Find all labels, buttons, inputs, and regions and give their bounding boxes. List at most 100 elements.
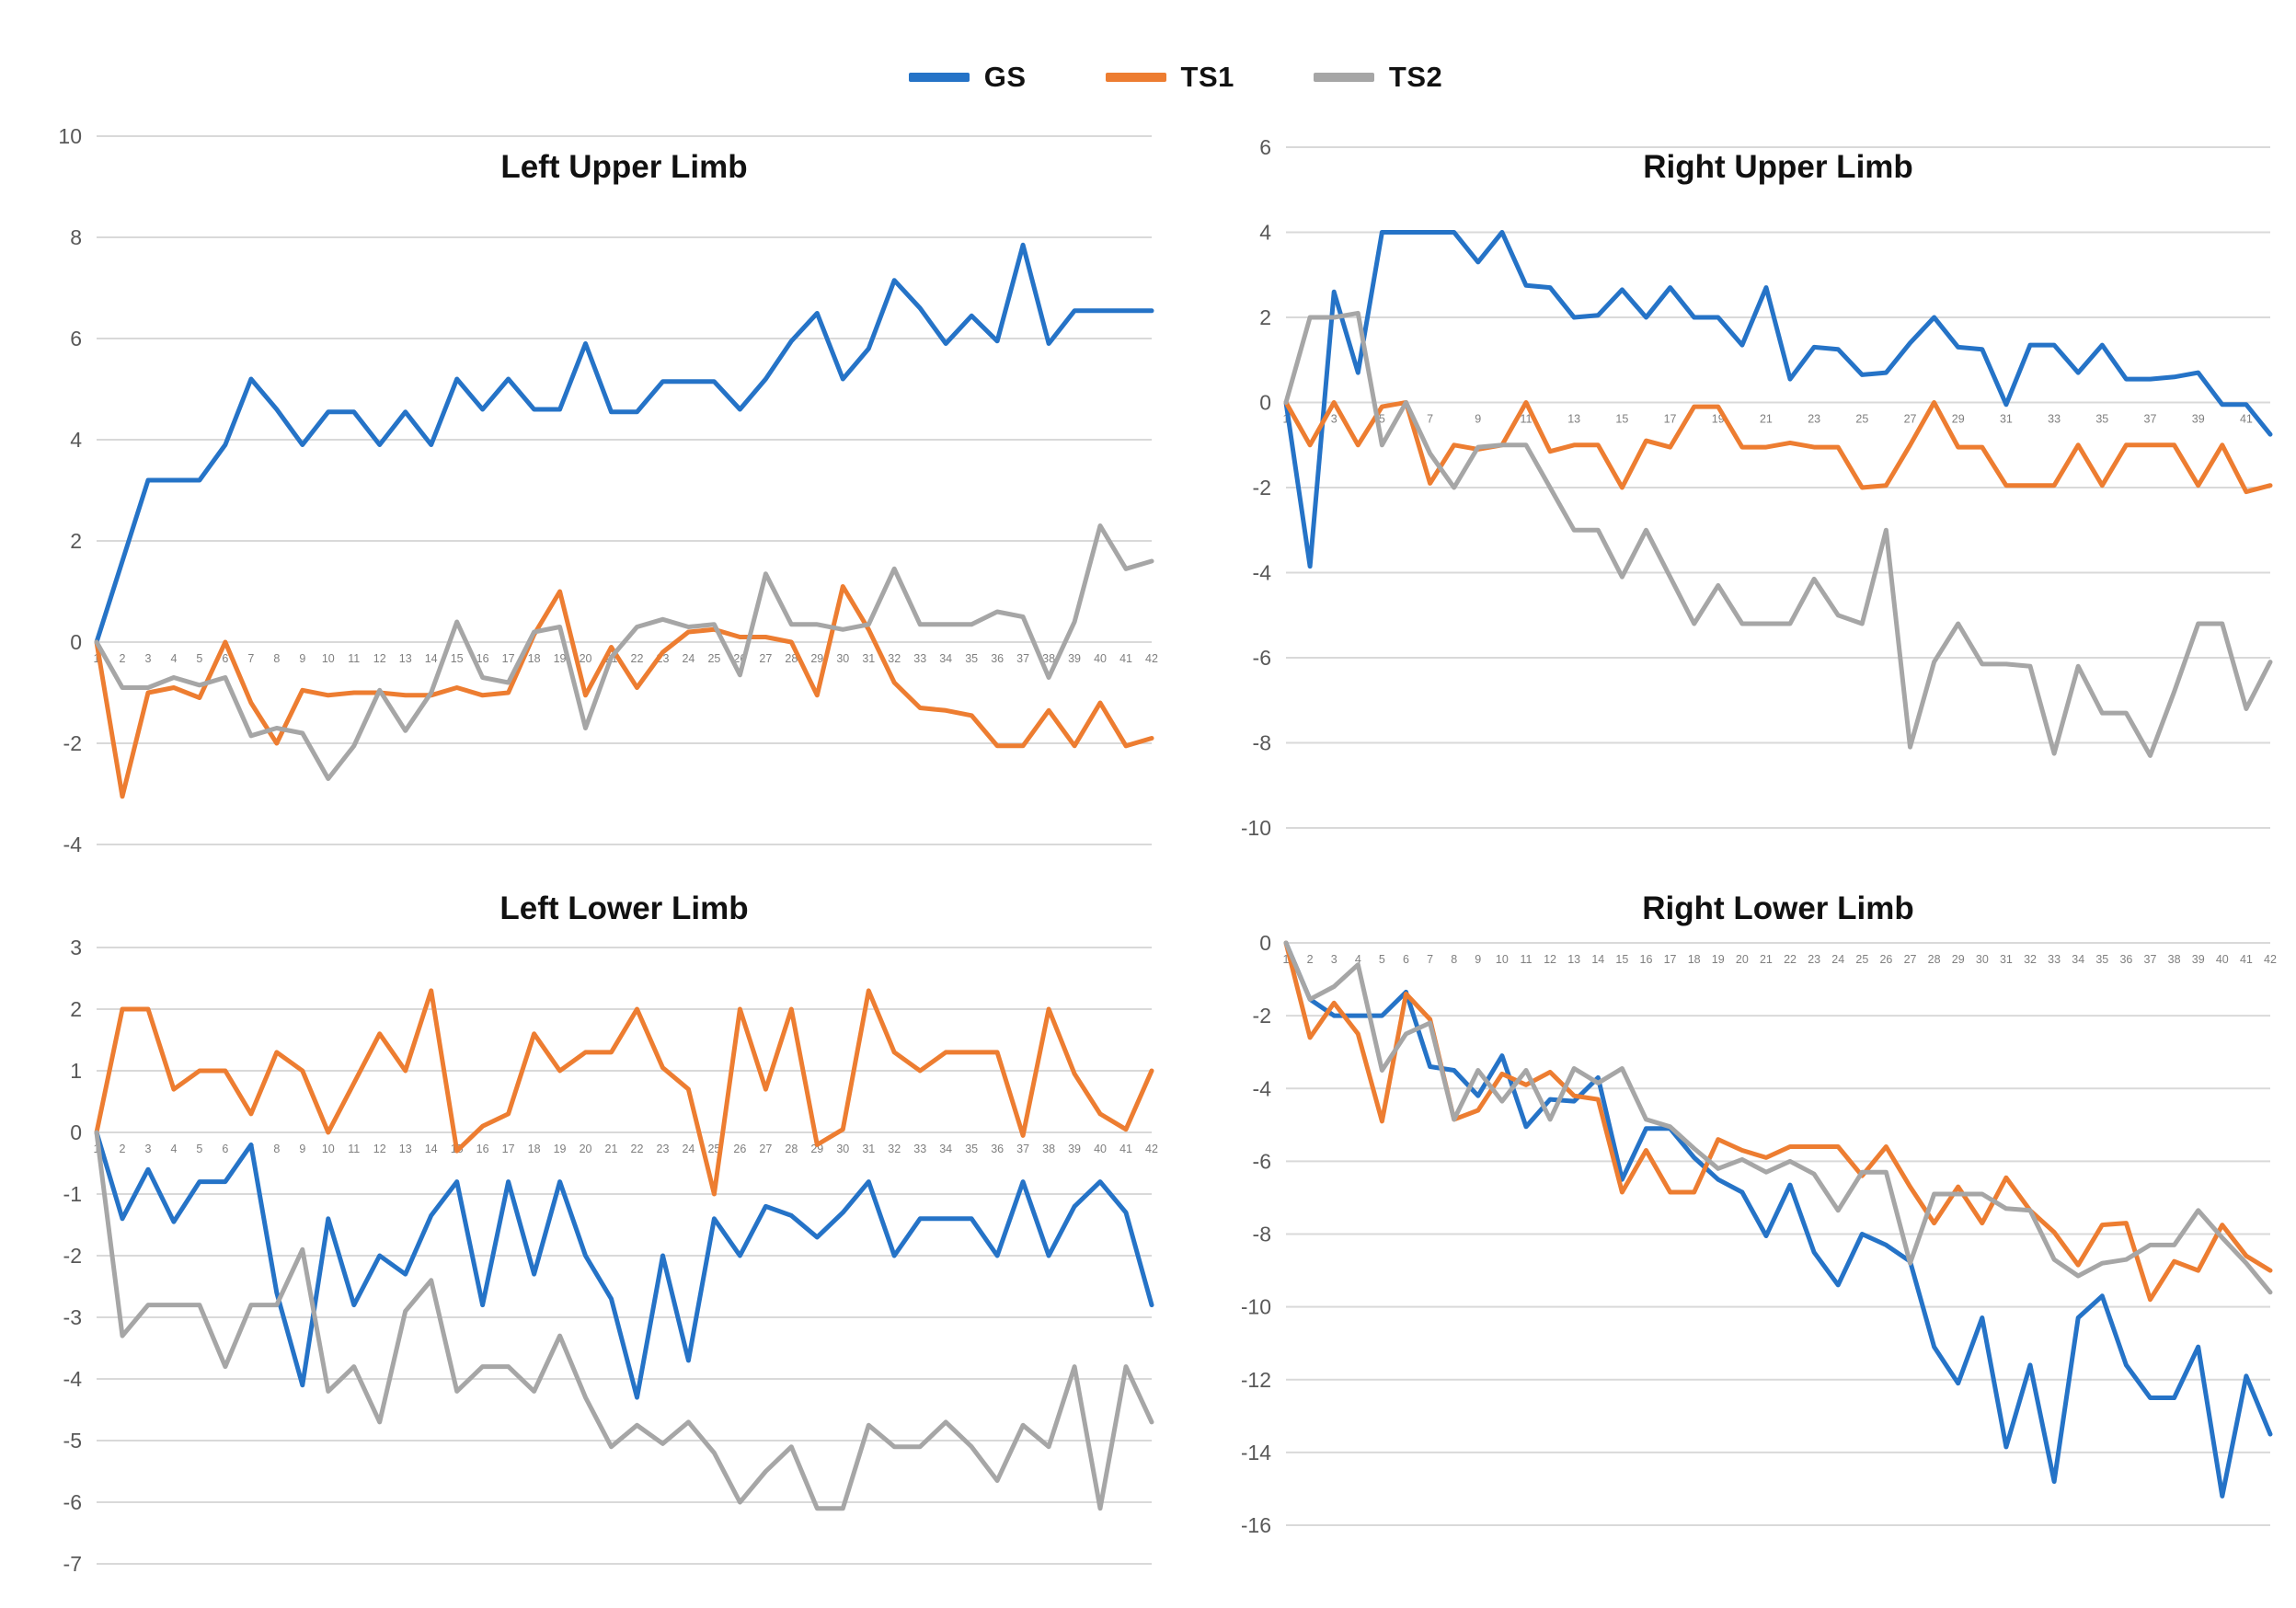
x-axis-tick-label: 38 (1042, 652, 1055, 665)
x-axis-tick-label: 23 (1808, 413, 1820, 426)
x-axis-tick-label: 1 (1283, 953, 1290, 966)
x-axis-tick-label: 3 (144, 652, 151, 665)
y-axis-tick-label: -6 (63, 1490, 82, 1514)
chart-title-right-upper: Right Upper Limb (1643, 149, 1913, 185)
x-axis-tick-label: 19 (554, 652, 567, 665)
legend-label-ts2: TS2 (1388, 61, 1443, 93)
x-axis-tick-label: 12 (1544, 953, 1556, 966)
x-axis-tick-label: 37 (1016, 652, 1029, 665)
gs-line-swatch-icon (908, 73, 970, 82)
x-axis-tick-label: 4 (170, 652, 177, 665)
y-axis-tick-label: 2 (70, 529, 82, 553)
x-axis-tick-label: 10 (1496, 953, 1509, 966)
x-axis-tick-label: 31 (862, 652, 875, 665)
x-axis-tick-label: 27 (1904, 413, 1917, 426)
x-axis-tick-label: 18 (528, 652, 541, 665)
x-axis-tick-label: 12 (373, 1143, 386, 1155)
x-axis-tick-label: 16 (476, 1143, 489, 1155)
y-axis-tick-label: -4 (1253, 1076, 1272, 1100)
y-axis-tick-label: 2 (70, 997, 82, 1021)
legend-label-ts1: TS1 (1180, 61, 1234, 93)
x-axis-tick-label: 26 (733, 1143, 746, 1155)
x-axis-tick-label: 30 (1976, 953, 1989, 966)
x-axis-tick-label: 24 (682, 652, 695, 665)
x-axis-tick-label: 2 (119, 652, 125, 665)
y-axis-tick-label: 4 (1259, 221, 1271, 245)
x-axis-tick-label: 36 (991, 652, 1004, 665)
x-axis-tick-label: 42 (2264, 953, 2277, 966)
x-axis-tick-label: 6 (222, 652, 228, 665)
x-axis-tick-label: 8 (1451, 953, 1457, 966)
x-axis-tick-label: 16 (476, 652, 489, 665)
x-axis-tick-label: 35 (965, 1143, 978, 1155)
x-axis-tick-label: 3 (1331, 953, 1337, 966)
x-axis-tick-label: 25 (1855, 413, 1868, 426)
x-axis-tick-label: 36 (2119, 953, 2132, 966)
x-axis-tick-label: 18 (1688, 953, 1701, 966)
x-axis-tick-label: 21 (1760, 413, 1773, 426)
x-axis-tick-label: 1 (1283, 413, 1290, 426)
x-axis-tick-label: 17 (1664, 413, 1677, 426)
x-axis-tick-label: 24 (682, 1143, 695, 1155)
x-axis-tick-label: 3 (1331, 413, 1337, 426)
x-axis-tick-label: 29 (810, 652, 823, 665)
x-axis-tick-label: 40 (1094, 1143, 1107, 1155)
y-axis-tick-label: -2 (63, 1244, 82, 1268)
chart-right-lower-limb: 0 -2 -4 -6 -8 -10 -12 -14 -16 1 2 3 4 5 6 7 8 9 10 11 12 13 14… (1242, 872, 2296, 1608)
x-axis-tick-label: 22 (631, 652, 644, 665)
x-axis-tick-label: 41 (2240, 413, 2253, 426)
x-axis-tick-label: 5 (1379, 413, 1385, 426)
x-axis-tick-label: 13 (399, 1143, 412, 1155)
series-ts1-line (94, 988, 1154, 1197)
x-axis-tick-label: 5 (1379, 953, 1385, 966)
x-axis-tick-label: 18 (528, 1143, 541, 1155)
y-axis-tick-label: -2 (1253, 1004, 1271, 1028)
x-axis-tick-label: 28 (785, 652, 798, 665)
x-axis-tick-label: 11 (1520, 413, 1532, 426)
x-axis-tick-label: 37 (1016, 1143, 1029, 1155)
x-axis-tick-label: 38 (1042, 1143, 1055, 1155)
y-axis-tick-label: -2 (1253, 476, 1271, 500)
x-axis-tick-label: 19 (554, 1143, 567, 1155)
legend-label-gs: GS (983, 61, 1027, 93)
x-axis-tick-label: 25 (707, 652, 720, 665)
x-axis-tick-label: 14 (1591, 953, 1604, 966)
y-axis-tick-label: -8 (1253, 731, 1271, 755)
ts2-line-swatch-icon (1313, 73, 1374, 82)
x-axis-tick-label: 30 (836, 1143, 849, 1155)
x-axis-tick-label: 37 (2144, 953, 2157, 966)
y-axis-tick-label: -8 (1253, 1223, 1271, 1246)
y-axis-tick-label: -2 (63, 731, 82, 755)
x-axis-tick-label: 27 (759, 1143, 772, 1155)
x-axis-tick-label: 14 (425, 1143, 438, 1155)
x-axis-tick-label: 32 (888, 1143, 901, 1155)
x-axis-tick-label: 24 (1831, 953, 1844, 966)
x-axis-tick-label: 11 (348, 652, 360, 665)
x-axis-tick-label: 13 (1567, 953, 1580, 966)
x-axis-tick-label: 33 (2048, 413, 2061, 426)
x-axis-tick-label: 22 (1784, 953, 1797, 966)
x-axis-tick-label: 9 (1475, 953, 1481, 966)
x-axis-tick-label: 25 (707, 1143, 720, 1155)
y-axis-tick-label: 6 (1259, 135, 1271, 159)
x-axis-tick-label: 8 (273, 1143, 280, 1155)
series-ts2-line (94, 523, 1154, 781)
x-axis-tick-label: 8 (273, 652, 280, 665)
plot-area-right-lower: 0-2-4-6-8-10-12-14-161 2 3 4 5 6 7 8 9 10 11 12 13 14… (1242, 931, 2277, 1537)
x-axis-tick-label: 11 (348, 1143, 360, 1155)
x-axis-tick-label: 26 (1879, 953, 1892, 966)
x-axis-tick-label: 4 (170, 1143, 177, 1155)
x-axis-tick-label: 4 (1355, 953, 1361, 966)
series-ts1-line (1283, 940, 2273, 1303)
x-axis-tick-label: 7 (1427, 953, 1433, 966)
x-axis-tick-label: 21 (1760, 953, 1773, 966)
x-axis-tick-label: 2 (119, 1143, 125, 1155)
x-axis-tick-label: 32 (888, 652, 901, 665)
x-axis-tick-label: 23 (657, 1143, 670, 1155)
series-gs-line (94, 242, 1154, 645)
y-axis-tick-label: -4 (63, 833, 83, 856)
ts1-line-swatch-icon (1105, 73, 1166, 82)
x-axis-tick-label: 20 (580, 652, 592, 665)
x-axis-tick-label: 32 (2024, 953, 2037, 966)
